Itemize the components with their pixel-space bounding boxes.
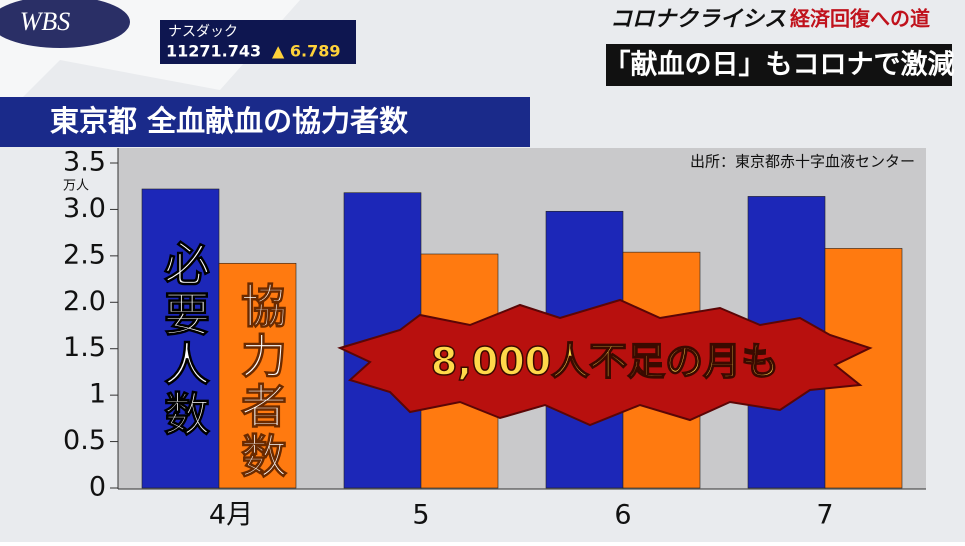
y-tick-label: 2.5	[63, 239, 106, 270]
logo-badge	[0, 0, 130, 48]
ticker-value: 11271.743	[166, 42, 261, 61]
x-tick-label: 7	[816, 500, 833, 531]
y-unit: 万人	[63, 179, 89, 194]
ticker-box	[160, 20, 356, 64]
y-tick-label: 0	[89, 472, 106, 503]
chart-title: 東京都 全血献血の協力者数	[50, 104, 409, 138]
y-tick-label: 3.5	[63, 147, 106, 178]
series-title: コロナクライシス	[610, 7, 786, 32]
legend-label: 必要人数	[157, 240, 211, 440]
annotation: 8,000人不足の月も	[431, 340, 779, 384]
logo: WBS	[20, 7, 71, 36]
bar	[141, 188, 220, 489]
headline: 「献血の日」もコロナで激減	[604, 49, 955, 81]
source: 出所：東京都赤十字血液センター	[690, 153, 915, 171]
y-tick-label: 1.5	[63, 332, 106, 363]
y-tick-label: 3.0	[63, 193, 106, 224]
annotation-burst	[337, 298, 873, 427]
title-banner	[0, 97, 530, 147]
legend-label: 協力者数	[234, 282, 288, 482]
x-tick-label: 4月	[209, 500, 253, 531]
y-tick-label: 0.5	[63, 425, 106, 456]
x-tick-label: 5	[412, 500, 429, 531]
bar	[218, 262, 297, 489]
y-tick-label: 2.0	[63, 286, 106, 317]
ticker-name: ナスダック	[168, 24, 238, 40]
y-tick-label: 1	[89, 379, 106, 410]
headline-box	[606, 44, 952, 86]
ticker-change: ▲ 6.789	[272, 42, 340, 61]
x-tick-label: 6	[614, 500, 631, 531]
series-subtitle: 経済回復への道	[790, 7, 930, 31]
